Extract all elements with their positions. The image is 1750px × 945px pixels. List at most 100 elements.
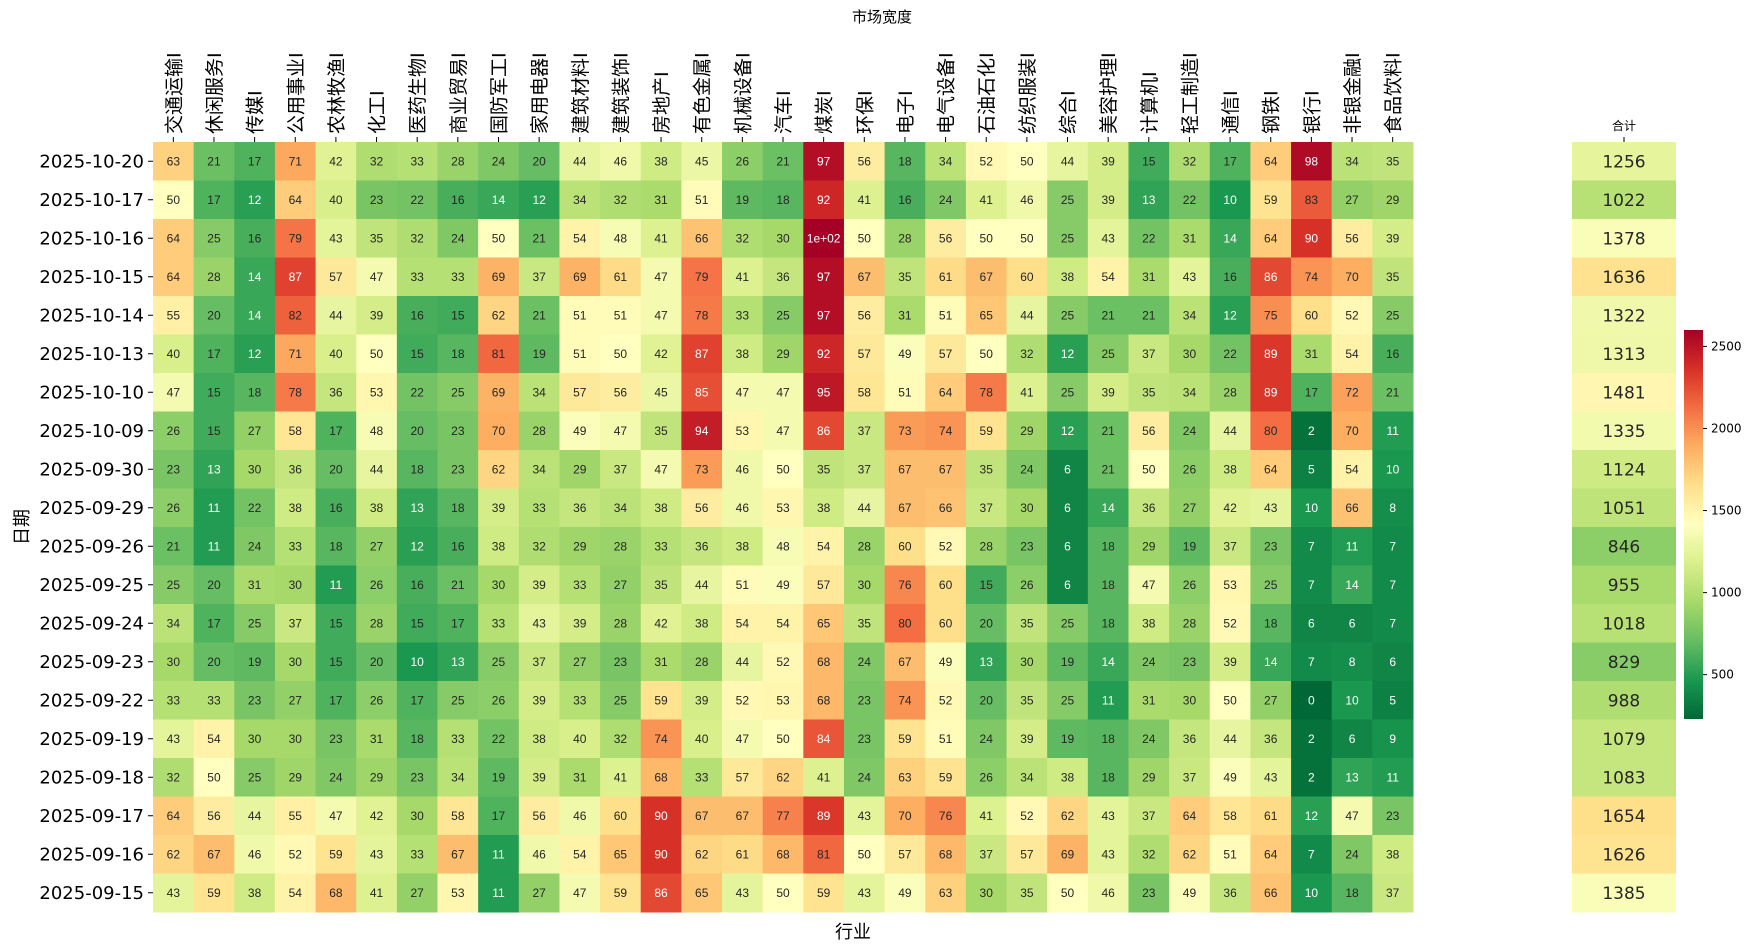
- heatmap-cell: [681, 257, 723, 297]
- heatmap-cell: [681, 180, 723, 220]
- heatmap-cell: [1169, 642, 1211, 682]
- cell-value-label: 46: [248, 847, 262, 861]
- cell-value-label: 68: [654, 770, 668, 784]
- heatmap-cell: [1331, 527, 1373, 566]
- heatmap-cell: [153, 219, 195, 258]
- cell-value-label: 42: [654, 347, 668, 361]
- cell-value-label: 43: [1101, 847, 1115, 861]
- heatmap-cell: [478, 758, 520, 797]
- heatmap-cell: [274, 565, 317, 605]
- heatmap-cell: [1169, 758, 1211, 797]
- cell-value-label: 47: [736, 732, 750, 746]
- heatmap-cell: [274, 681, 317, 720]
- cell-value-label: 34: [167, 616, 181, 630]
- heatmap-cell: [234, 565, 276, 605]
- heatmap-cell: [884, 373, 926, 412]
- cell-value-label: 36: [1223, 886, 1237, 900]
- y-tick-label: 2025-10-14: [39, 305, 144, 326]
- heatmap-cell: [1128, 796, 1170, 836]
- heatmap-cell: [315, 642, 357, 682]
- cell-value-label: 37: [614, 462, 628, 476]
- cell-value-label: 12: [411, 539, 425, 553]
- x-tick-label: 环保I: [854, 90, 876, 134]
- cell-value-label: 13: [207, 462, 221, 476]
- heatmap-cell: [803, 296, 845, 335]
- heatmap-cell: [803, 450, 845, 489]
- heatmap-cell: [396, 219, 439, 258]
- heatmap-cell: [193, 604, 235, 643]
- total-value-label: 955: [1608, 576, 1640, 596]
- cell-value-label: 12: [1223, 308, 1237, 322]
- cell-value-label: 17: [207, 193, 221, 207]
- heatmap-cell: [1331, 873, 1373, 913]
- cell-value-label: 50: [776, 732, 790, 746]
- heatmap-cell: [965, 373, 1008, 412]
- cell-value-label: 17: [1305, 385, 1319, 399]
- total-value-label: 1313: [1602, 345, 1645, 365]
- cell-value-label: 37: [858, 424, 872, 438]
- cell-value-label: 78: [980, 385, 994, 399]
- heatmap-cell: [1087, 296, 1129, 335]
- heatmap-cell: [1087, 604, 1129, 643]
- cell-value-label: 67: [898, 501, 912, 515]
- cell-value-label: 11: [1386, 770, 1399, 784]
- cell-value-label: 52: [939, 539, 953, 553]
- heatmap-cell: [803, 373, 845, 412]
- heatmap-cell: [722, 527, 764, 566]
- heatmap-cell: [559, 565, 601, 605]
- total-cell: [1572, 642, 1676, 682]
- cell-value-label: 31: [1142, 693, 1156, 707]
- heatmap-cell: [274, 180, 317, 220]
- cell-value-label: 29: [1142, 770, 1156, 784]
- cell-value-label: 39: [695, 693, 709, 707]
- heatmap-cell: [315, 450, 357, 489]
- cell-value-label: 64: [939, 385, 953, 399]
- heatmap-cell: [925, 873, 967, 913]
- heatmap-cell: [640, 180, 682, 220]
- cell-value-label: 16: [411, 308, 425, 322]
- cell-value-label: 68: [817, 693, 831, 707]
- cell-value-label: 18: [898, 154, 912, 168]
- cell-value-label: 67: [898, 655, 912, 669]
- cell-value-label: 60: [1305, 308, 1319, 322]
- cell-value-label: 53: [736, 424, 750, 438]
- heatmap-cell: [600, 334, 642, 374]
- heatmap-cell: [965, 758, 1008, 797]
- cell-value-label: 28: [207, 270, 221, 284]
- total-cell: [1572, 681, 1676, 720]
- heatmap-cell: [1372, 257, 1414, 297]
- cell-value-label: 52: [1345, 308, 1359, 322]
- cell-value-label: 47: [370, 270, 384, 284]
- total-value-label: 1335: [1602, 422, 1645, 442]
- heatmap-cell: [396, 604, 439, 643]
- heatmap-cell: [884, 873, 926, 913]
- cell-value-label: 68: [329, 886, 343, 900]
- cell-value-label: 47: [573, 886, 587, 900]
- cell-value-label: 14: [1101, 501, 1115, 515]
- heatmap-cell: [234, 488, 276, 528]
- cell-value-label: 38: [654, 154, 668, 168]
- heatmap-cell: [153, 411, 195, 451]
- cell-value-label: 30: [248, 732, 262, 746]
- cell-value-label: 57: [329, 270, 343, 284]
- cell-value-label: 28: [614, 539, 628, 553]
- cell-value-label: 46: [736, 462, 750, 476]
- total-cell: [1572, 219, 1676, 258]
- heatmap-cell: [356, 604, 398, 643]
- cell-value-label: 47: [614, 424, 628, 438]
- x-tick-label: 房地产I: [651, 71, 673, 134]
- cell-value-label: 48: [370, 424, 384, 438]
- heatmap-cell: [274, 873, 317, 913]
- heatmap-cell: [965, 219, 1008, 258]
- heatmap-cell: [234, 296, 276, 335]
- cell-value-label: 60: [1020, 270, 1034, 284]
- heatmap-cell: [274, 334, 317, 374]
- cell-value-label: 33: [654, 539, 668, 553]
- cell-value-label: 24: [1183, 424, 1197, 438]
- cell-value-label: 52: [736, 693, 750, 707]
- heatmap-cell: [965, 334, 1008, 374]
- cell-value-label: 55: [167, 308, 181, 322]
- y-tick-label: 2025-09-15: [39, 883, 144, 904]
- heatmap-cell: [193, 835, 235, 874]
- total-column-label: 合计: [1612, 118, 1636, 133]
